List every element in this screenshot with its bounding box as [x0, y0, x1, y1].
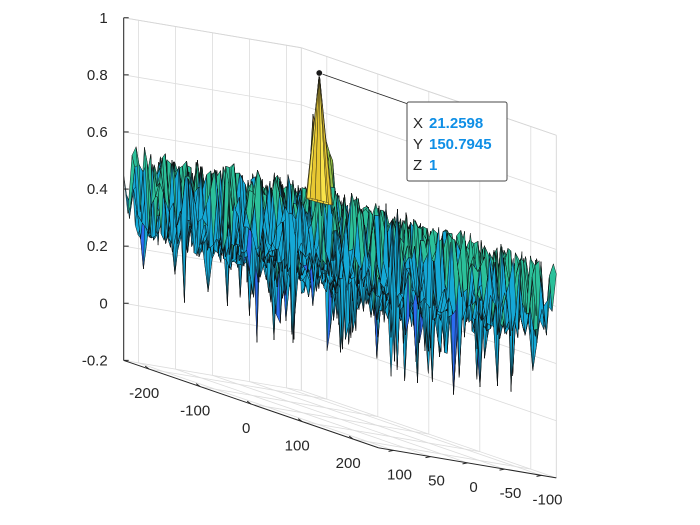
x-tick: [348, 435, 354, 440]
x-tick: [144, 365, 150, 370]
grid-line-x: [302, 421, 480, 452]
y-tick-label: -50: [500, 485, 522, 502]
z-tick-label: 0.4: [87, 181, 108, 198]
data-tip[interactable]: X 21.2598 Y 150.7945 Z 1: [315, 69, 508, 182]
data-tip-x-value: 21.2598: [429, 115, 483, 132]
x-tick: [246, 400, 252, 405]
data-tip-y-value: 150.7945: [429, 136, 492, 153]
x-tick: [195, 383, 201, 388]
data-tip-x-key: X: [413, 115, 423, 132]
y-tick: [388, 449, 394, 452]
y-tick-label: 0: [469, 479, 477, 496]
grid-line-x: [251, 403, 429, 435]
y-tick-label: 50: [428, 473, 445, 490]
x-tick-label: -200: [129, 385, 159, 402]
y-tick: [536, 474, 542, 477]
z-tick-label: 1: [99, 10, 107, 27]
z-tick-label: -0.2: [82, 352, 108, 369]
x-axis-line: [123, 359, 379, 449]
z-tick-label: 0: [99, 295, 107, 312]
grid-line-x: [149, 368, 327, 400]
axes-frame: [123, 17, 557, 479]
x-tick: [297, 418, 303, 423]
z-tick-label: 0.2: [87, 238, 108, 255]
x-tick-label: -100: [180, 403, 210, 420]
data-tip-box: [406, 101, 508, 182]
surface-face: [549, 263, 557, 312]
data-tip-marker[interactable]: [315, 69, 323, 77]
data-tip-z-value: 1: [429, 157, 437, 174]
y-tick: [425, 456, 431, 459]
y-tick: [499, 468, 505, 471]
x-tick-label: 100: [285, 438, 310, 455]
surface-mesh[interactable]: [123, 72, 557, 395]
data-tip-y-key: Y: [413, 136, 423, 153]
data-tip-z-key: Z: [413, 157, 422, 174]
y-tick: [462, 462, 468, 465]
z-tick-label: 0.6: [87, 124, 108, 141]
surface-face: [319, 72, 332, 206]
box-edge: [301, 47, 557, 136]
y-tick-label: -100: [532, 491, 562, 508]
box-edge: [123, 17, 302, 49]
data-tip-leader: [319, 72, 409, 105]
grid-line-x: [200, 386, 378, 417]
x-tick-label: 0: [242, 420, 250, 437]
x-tick-label: 200: [336, 455, 361, 472]
grid-line-x: [353, 438, 531, 470]
z-tick-label: 0.8: [87, 67, 108, 84]
tick-labels: -0.2 0 0.2 0.4 0.6 0.8 1 -200 -100 0 100 200 100 50 0 -…: [82, 10, 563, 509]
y-tick-label: 100: [387, 466, 412, 483]
